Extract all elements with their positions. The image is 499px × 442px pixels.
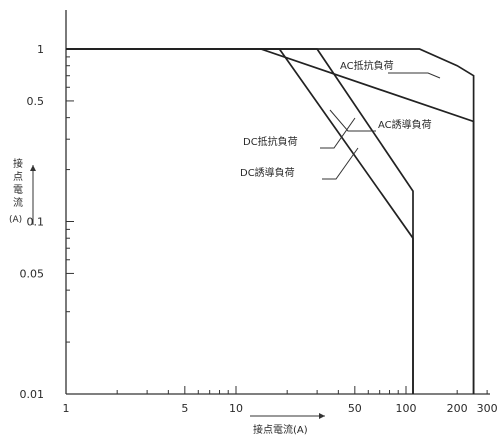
x-axis-title: 接点電流(A) (253, 425, 308, 436)
x-tick-label: 10 (229, 402, 243, 415)
y-tick-label: 0.5 (27, 95, 45, 108)
x-tick-label: 300 (477, 402, 498, 415)
y-axis-title-arrowhead (30, 165, 36, 171)
series-label-4: DC誘導負荷 (240, 166, 295, 179)
series-label-leader-2 (329, 109, 376, 132)
x-axis-title-arrowhead (319, 413, 325, 419)
series-line-4 (66, 48, 414, 394)
y-tick-label: 1 (37, 43, 44, 56)
x-tick-label: 200 (447, 402, 468, 415)
y-axis-title: 接点電流 (13, 159, 23, 209)
series-label-3: DC抵抗負荷 (243, 135, 298, 148)
series-label-2: AC誘導負荷 (378, 118, 432, 131)
y-tick-label: 0.1 (27, 216, 45, 229)
series-label-leader-1 (388, 72, 441, 79)
x-tick-label: 5 (181, 402, 188, 415)
x-tick-label: 1 (63, 402, 70, 415)
x-tick-label: 50 (348, 402, 362, 415)
y-tick-label: 0.05 (20, 267, 45, 280)
series-label-leader-4 (322, 147, 359, 180)
series-label-leader-3 (320, 117, 356, 149)
x-tick-label: 100 (396, 402, 417, 415)
y-axis-unit: (A) (9, 215, 23, 225)
series-line-3 (66, 48, 414, 394)
y-tick-label: 0.01 (20, 388, 45, 401)
series-label-1: AC抵抗負荷 (340, 59, 394, 72)
